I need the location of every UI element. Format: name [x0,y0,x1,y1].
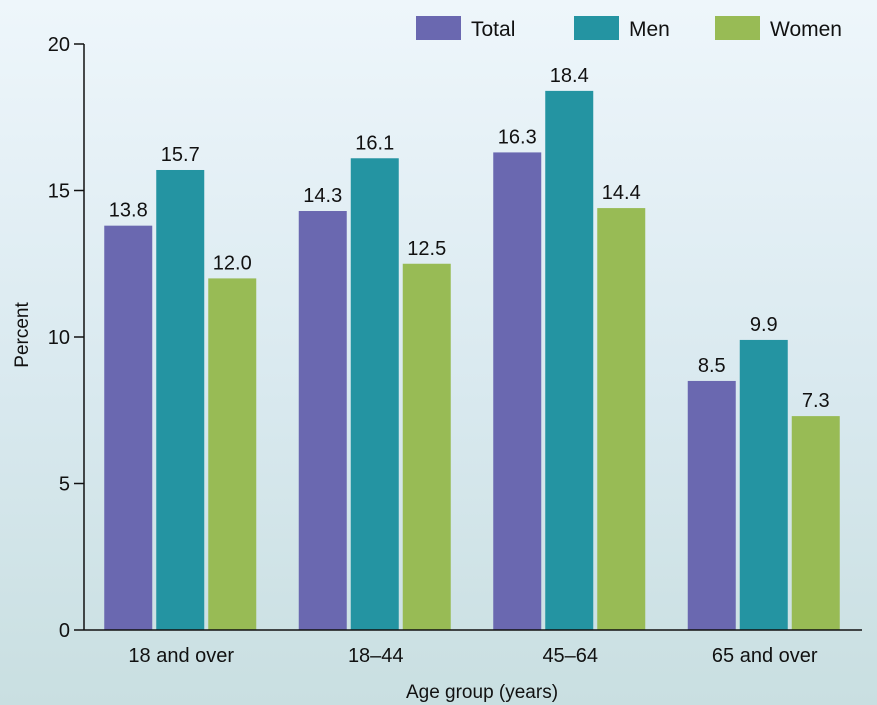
x-axis-title: Age group (years) [406,682,558,703]
y-axis-title: Percent [12,302,33,368]
x-tick-label: 65 and over [712,645,818,667]
bar-men-3 [739,339,788,630]
data-label: 14.3 [303,185,342,207]
y-tick-label: 0 [59,620,70,642]
data-label: 13.8 [109,200,148,222]
bar-men-0 [156,169,205,631]
bar-total-1 [298,211,347,630]
data-label: 8.5 [698,355,726,377]
data-label: 18.4 [550,65,589,87]
bar-total-0 [104,225,153,630]
data-label: 7.3 [802,390,830,412]
legend-swatch-men [574,16,619,40]
legend-label-total: Total [471,18,515,41]
legend-swatch-total [416,16,461,40]
data-label: 14.4 [602,182,641,204]
legend-swatch-women [715,16,760,40]
bar-women-2 [597,208,646,630]
bar-women-0 [208,278,257,630]
data-label: 12.0 [213,252,252,274]
y-tick-label: 5 [59,474,70,496]
bar-men-1 [350,158,399,630]
x-tick-label: 18–44 [348,645,404,667]
data-label: 16.1 [355,132,394,154]
bar-total-3 [687,380,736,630]
data-label: 9.9 [750,314,778,336]
y-tick-label: 15 [48,181,70,203]
y-tick-label: 20 [48,34,70,56]
y-tick-label: 10 [48,327,70,349]
x-tick-label: 45–64 [542,645,598,667]
bar-total-2 [493,152,542,630]
data-label: 16.3 [498,126,537,148]
data-label: 12.5 [407,238,446,260]
legend-label-men: Men [629,18,670,41]
legend-label-women: Women [770,18,842,41]
x-tick-label: 18 and over [128,645,234,667]
data-label: 15.7 [161,144,200,166]
bar-men-2 [545,90,594,630]
bar-women-3 [791,416,840,630]
bar-women-1 [402,263,451,630]
